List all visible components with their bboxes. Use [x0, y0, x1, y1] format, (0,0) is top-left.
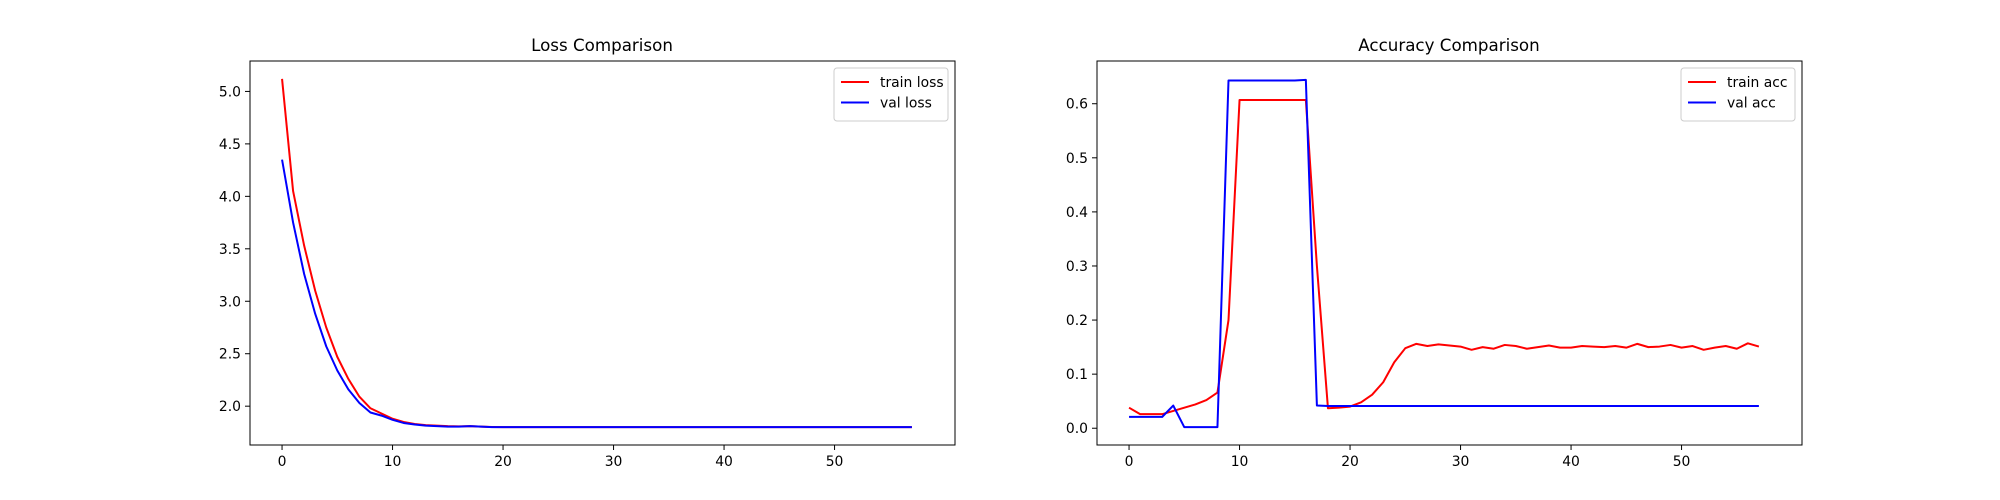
x-tick-label: 30 — [605, 454, 623, 470]
y-tick-label: 0.3 — [1066, 259, 1088, 275]
y-tick-label: 3.0 — [219, 294, 241, 310]
y-tick-label: 0.2 — [1066, 313, 1088, 329]
y-tick-label: 5.0 — [219, 84, 241, 100]
series-line-val-acc — [1129, 78, 1759, 429]
y-tick-label: 0.0 — [1066, 421, 1088, 437]
x-tick-label: 50 — [1673, 454, 1691, 470]
legend-label-val-acc: val acc — [1727, 96, 1776, 112]
chart-title: Loss Comparison — [531, 35, 673, 55]
y-tick-label: 2.0 — [219, 399, 241, 415]
y-tick-label: 2.5 — [219, 347, 241, 363]
series-line-val-loss — [281, 159, 912, 429]
x-tick-label: 20 — [1341, 454, 1359, 470]
x-tick-label: 20 — [494, 454, 512, 470]
legend: train acc val acc — [1680, 67, 1796, 122]
legend-label-val-loss: val loss — [880, 96, 932, 112]
x-tick-label: 50 — [826, 454, 844, 470]
x-tick-label: 0 — [1125, 454, 1134, 470]
plot-area-frame — [249, 60, 956, 446]
y-tick-label: 0.4 — [1066, 205, 1088, 221]
plot-area-frame — [1096, 60, 1803, 446]
x-tick-label: 40 — [715, 454, 733, 470]
x-tick-label: 0 — [278, 454, 287, 470]
y-tick-label: 4.5 — [219, 137, 241, 153]
x-tick-label: 10 — [384, 454, 402, 470]
accuracy-comparison-chart: Accuracy Comparison 0 10 20 30 40 50 0.0 0.1 0.2… — [1066, 35, 1803, 470]
y-tick-label: 0.6 — [1066, 97, 1088, 113]
y-tick-label: 0.5 — [1066, 151, 1088, 167]
y-tick-label: 0.1 — [1066, 367, 1088, 383]
legend-label-train-loss: train loss — [880, 75, 944, 91]
y-tick-label: 4.0 — [219, 189, 241, 205]
series-line-train-acc — [1128, 98, 1760, 416]
x-tick-label: 30 — [1452, 454, 1470, 470]
x-tick-label: 40 — [1562, 454, 1580, 470]
x-tick-label: 10 — [1231, 454, 1249, 470]
legend-label-train-acc: train acc — [1727, 75, 1788, 91]
legend: train loss val loss — [833, 67, 949, 122]
chart-title: Accuracy Comparison — [1358, 35, 1539, 55]
y-tick-label: 3.5 — [219, 242, 241, 258]
loss-comparison-chart: Loss Comparison 0 10 20 30 40 50 2.0 2.5 3.0 3.5 4… — [219, 35, 956, 470]
